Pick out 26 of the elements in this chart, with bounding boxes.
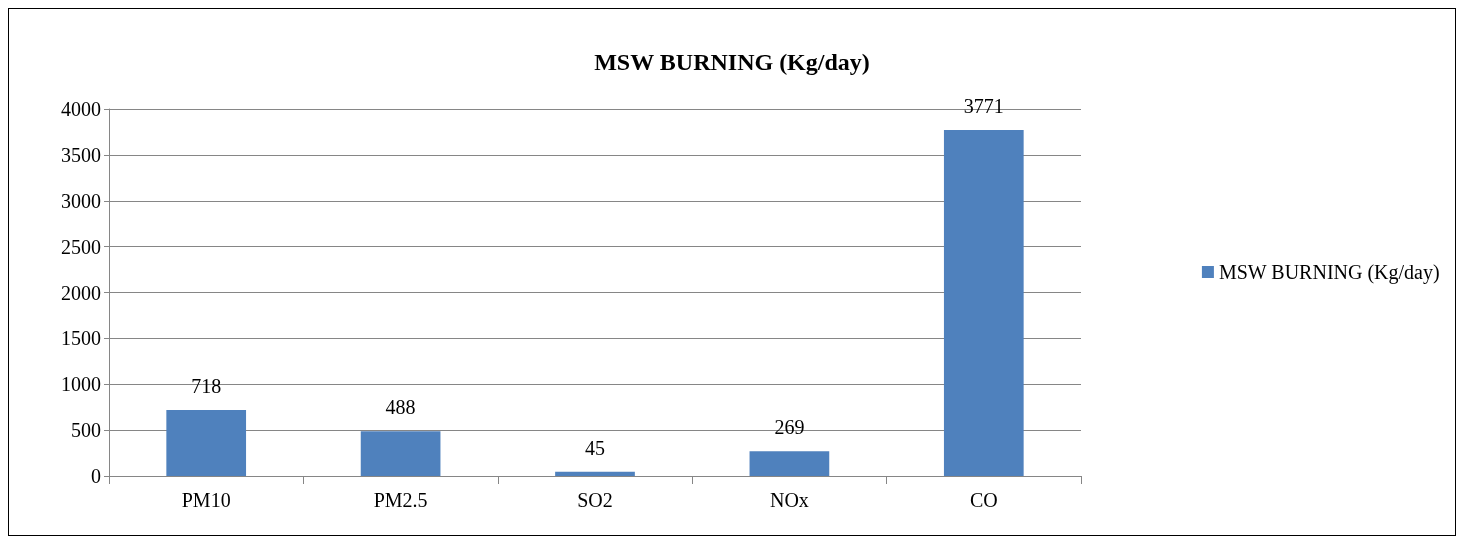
y-tick-label: 3500	[61, 143, 101, 166]
y-tick-label: 2500	[61, 235, 101, 258]
data-label: 45	[585, 436, 605, 459]
legend-label: MSW BURNING (Kg/day)	[1218, 261, 1440, 284]
x-tick-label: CO	[969, 489, 998, 511]
y-tick-label: 2000	[61, 281, 101, 304]
bar	[360, 431, 441, 476]
bar	[555, 471, 635, 476]
y-tick-label: 3000	[61, 189, 101, 212]
data-label: 269	[774, 416, 805, 439]
x-tick-label: PM2.5	[373, 489, 428, 511]
bar	[749, 451, 830, 476]
bar	[166, 410, 247, 476]
x-tick-label: SO2	[577, 489, 613, 511]
bar	[943, 130, 1024, 476]
data-label: 718	[191, 375, 222, 398]
y-tick-label: 1000	[61, 373, 101, 396]
y-tick-label: 4000	[61, 98, 101, 120]
y-tick-label: 500	[71, 419, 101, 442]
chart-title: MSW BURNING (Kg/day)	[594, 49, 870, 75]
data-label: 3771	[963, 95, 1004, 118]
x-tick-label: NOx	[769, 489, 809, 511]
x-tick-label: PM10	[181, 489, 231, 511]
y-tick-label: 1500	[61, 327, 101, 350]
y-tick-label: 0	[91, 465, 101, 487]
data-label: 488	[385, 396, 416, 419]
